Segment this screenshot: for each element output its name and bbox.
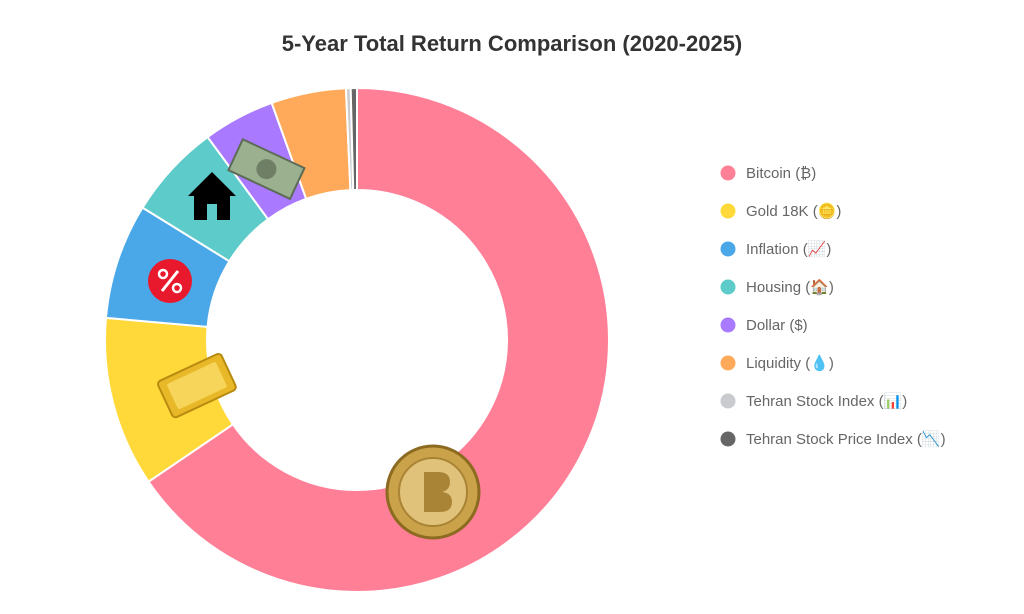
legend-label: Gold 18K (🪙) [746, 202, 841, 220]
legend-swatch [720, 431, 736, 447]
slice [147, 86, 610, 593]
percent-icon [148, 259, 192, 303]
legend-label: Tehran Stock Price Index (📉) [746, 430, 946, 448]
legend-label: Bitcoin (₿) [746, 165, 816, 182]
house-icon [188, 172, 236, 220]
legend-swatch [720, 241, 736, 257]
legend-label: Liquidity (💧) [746, 354, 834, 372]
dollar-icon [227, 137, 306, 201]
legend-swatch [720, 165, 736, 181]
legend-swatch [720, 279, 736, 295]
legend-label: Tehran Stock Index (📊) [746, 392, 907, 410]
legend-swatch [720, 393, 736, 409]
chart-title: 5-Year Total Return Comparison (2020-202… [282, 31, 743, 56]
legend-label: Dollar ($) [746, 317, 808, 334]
legend-label: Housing (🏠) [746, 278, 834, 296]
legend: Bitcoin (₿) Gold 18K (🪙) Inflation (📈) Hous… [720, 165, 946, 448]
legend-swatch [720, 355, 736, 371]
slice [349, 86, 358, 192]
legend-swatch [720, 317, 736, 333]
legend-swatch [720, 203, 736, 219]
legend-label: Inflation (📈) [746, 240, 831, 258]
decorations [148, 137, 481, 540]
bitcoin-icon [385, 444, 481, 540]
gold-bar-icon [157, 352, 237, 419]
